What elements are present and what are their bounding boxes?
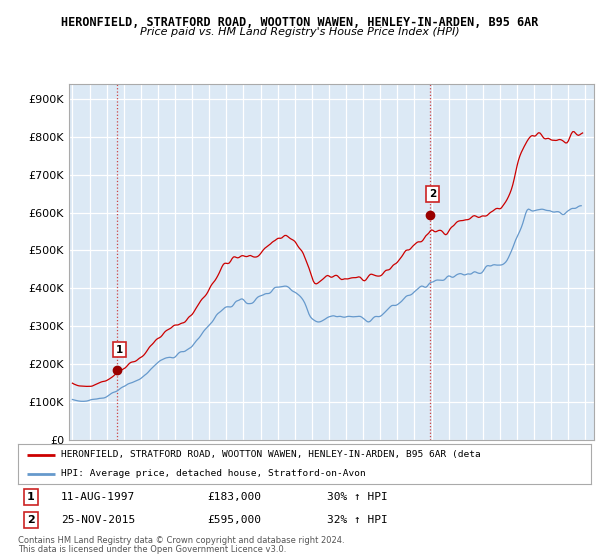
- Text: 2: 2: [27, 515, 34, 525]
- Text: 1: 1: [27, 492, 34, 502]
- Text: £183,000: £183,000: [207, 492, 261, 502]
- Text: 2: 2: [429, 189, 436, 199]
- Text: £595,000: £595,000: [207, 515, 261, 525]
- Text: 11-AUG-1997: 11-AUG-1997: [61, 492, 135, 502]
- Text: 1: 1: [116, 344, 124, 354]
- Text: 30% ↑ HPI: 30% ↑ HPI: [328, 492, 388, 502]
- Text: Contains HM Land Registry data © Crown copyright and database right 2024.: Contains HM Land Registry data © Crown c…: [18, 536, 344, 545]
- Text: Price paid vs. HM Land Registry's House Price Index (HPI): Price paid vs. HM Land Registry's House …: [140, 27, 460, 37]
- Text: This data is licensed under the Open Government Licence v3.0.: This data is licensed under the Open Gov…: [18, 545, 286, 554]
- Text: HPI: Average price, detached house, Stratford-on-Avon: HPI: Average price, detached house, Stra…: [61, 469, 366, 478]
- Text: HERONFIELD, STRATFORD ROAD, WOOTTON WAWEN, HENLEY-IN-ARDEN, B95 6AR: HERONFIELD, STRATFORD ROAD, WOOTTON WAWE…: [61, 16, 539, 29]
- Text: 32% ↑ HPI: 32% ↑ HPI: [328, 515, 388, 525]
- Text: 25-NOV-2015: 25-NOV-2015: [61, 515, 135, 525]
- Text: HERONFIELD, STRATFORD ROAD, WOOTTON WAWEN, HENLEY-IN-ARDEN, B95 6AR (deta: HERONFIELD, STRATFORD ROAD, WOOTTON WAWE…: [61, 450, 481, 459]
